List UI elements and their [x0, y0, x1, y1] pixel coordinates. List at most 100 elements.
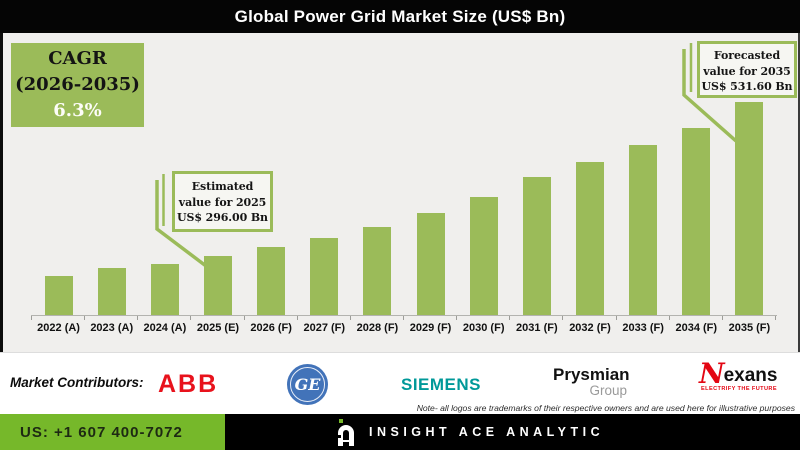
- bar-cell: [617, 97, 670, 315]
- prysmian-group-text: Group: [589, 383, 627, 398]
- forecasted-value-callout: Forecasted value for 2035 US$ 531.60 Bn: [697, 41, 797, 98]
- x-axis-label: 2027 (F): [303, 322, 346, 334]
- x-axis-tick: [190, 316, 192, 320]
- x-axis-tick: [403, 316, 404, 320]
- x-axis-tick: [456, 316, 458, 320]
- bar-2027: [310, 237, 339, 315]
- bar-cell: [85, 97, 138, 315]
- bar-cell: [723, 97, 776, 315]
- bar-2032: [575, 162, 604, 315]
- x-axis-label: 2029 (F): [409, 322, 452, 334]
- logo-a-glyph: [338, 424, 354, 446]
- bar-2034: [682, 128, 711, 315]
- x-axis-ticks: [31, 316, 777, 321]
- bar-2029: [416, 212, 445, 315]
- x-axis-label: 2030 (F): [462, 322, 505, 334]
- trademark-note: Note- all logos are trademarks of their …: [416, 403, 795, 413]
- cagr-value: 6.3%: [53, 100, 102, 121]
- bar-2031: [522, 177, 551, 315]
- x-axis-label: 2023 (A): [90, 322, 134, 334]
- prysmian-wordmark: Prysmian: [553, 365, 630, 384]
- nexans-swoosh-n: N: [699, 357, 725, 390]
- bar-2035: [735, 102, 764, 315]
- logo-notch: [338, 434, 341, 438]
- x-axis-tick: [721, 316, 723, 320]
- phone-block: US: +1 607 400-7072: [0, 414, 225, 450]
- x-axis-tick: [296, 316, 298, 320]
- bar-cell: [32, 97, 85, 315]
- x-axis-label: 2034 (F): [675, 322, 718, 334]
- bar-cell: [351, 97, 404, 315]
- estimated-callout-value: US$ 296.00 Bn: [177, 211, 268, 224]
- x-axis-label: 2024 (A): [143, 322, 187, 334]
- x-axis-label: 2031 (F): [516, 322, 558, 334]
- x-axis-label: 2032 (F): [569, 322, 611, 334]
- forecasted-callout-line2: value for 2035: [703, 64, 791, 78]
- bar-cell: [138, 97, 191, 315]
- ge-logo: GE: [287, 364, 328, 405]
- bar-cell: [404, 97, 457, 315]
- estimated-value-callout: Estimated value for 2025 US$ 296.00 Bn: [172, 171, 273, 232]
- chart-title: Global Power Grid Market Size (US$ Bn): [234, 6, 566, 26]
- x-axis-tick: [243, 316, 245, 320]
- x-axis-tick: [775, 316, 776, 320]
- bar-2023: [97, 268, 126, 315]
- forecasted-callout-line1: Forecasted: [713, 49, 781, 62]
- bar-2025: [203, 255, 232, 315]
- x-axis-line: [31, 315, 777, 316]
- insight-ace-logo-icon: [338, 418, 356, 446]
- cagr-period: (2026-2035): [15, 74, 140, 95]
- x-axis-label: 2025 (E): [196, 322, 240, 334]
- nexans-wordmark: exans: [723, 365, 778, 386]
- brand-name: INSIGHT ACE ANALYTIC: [369, 425, 605, 439]
- estimated-callout-line1: Estimated: [191, 180, 254, 193]
- bar-2028: [363, 226, 392, 315]
- logo-green-dot: [339, 418, 343, 423]
- x-axis-label: 2022 (A): [37, 322, 80, 334]
- forecasted-callout-value: US$ 531.60 Bn: [701, 80, 793, 93]
- bar-2033: [629, 144, 658, 315]
- market-contributors-strip: Market Contributors: ABB GE SIEMENS Prys…: [0, 352, 800, 415]
- bottom-bar: US: +1 607 400-7072 INSIGHT ACE ANALYTIC: [0, 414, 800, 450]
- x-axis-label: 2026 (F): [250, 322, 292, 334]
- x-axis-label: 2028 (F): [356, 322, 399, 334]
- market-contributors-label: Market Contributors:: [10, 375, 144, 390]
- bar-cell: [298, 97, 351, 315]
- x-axis-tick: [31, 316, 32, 320]
- phone-number: US: +1 607 400-7072: [20, 423, 183, 441]
- x-axis-tick: [615, 316, 617, 320]
- bar-cell: [245, 97, 298, 315]
- bar-cell: [457, 97, 510, 315]
- siemens-logo: SIEMENS: [401, 375, 482, 394]
- x-axis-labels: 2022 (A) 2023 (A) 2024 (A) 2025 (E) 2026 (F)…: [32, 322, 776, 334]
- ge-monogram: GE: [294, 375, 321, 394]
- estimated-callout-line2: value for 2025: [178, 195, 267, 209]
- bar-2024: [150, 263, 179, 315]
- nexans-logo: N exans ELECTRIFY THE FUTURE: [699, 357, 778, 393]
- title-bar: Global Power Grid Market Size (US$ Bn): [0, 0, 800, 33]
- abb-logo: ABB: [158, 370, 219, 398]
- brand-block: INSIGHT ACE ANALYTIC: [225, 414, 800, 450]
- bar-2022: [44, 275, 73, 315]
- x-axis-tick: [562, 316, 564, 320]
- x-axis-tick: [668, 316, 670, 320]
- prysmian-logo: Prysmian Group: [553, 365, 630, 398]
- cagr-label: CAGR: [48, 48, 107, 69]
- x-axis-label: 2035 (F): [728, 322, 771, 334]
- bar-series: [32, 97, 776, 315]
- x-axis-tick: [84, 316, 86, 320]
- bar-cell: [510, 97, 563, 315]
- bar-cell: [670, 97, 723, 315]
- cagr-badge: CAGR (2026-2035) 6.3%: [11, 43, 144, 127]
- x-axis-tick: [137, 316, 139, 320]
- x-axis-tick: [349, 316, 351, 320]
- x-axis-tick: [509, 316, 511, 320]
- x-axis-label: 2033 (F): [622, 322, 664, 334]
- chart-area: CAGR (2026-2035) 6.3% Estimated value fo…: [0, 33, 800, 352]
- bar-cell: [191, 97, 244, 315]
- bar-2030: [469, 196, 498, 315]
- bar-cell: [563, 97, 616, 315]
- bar-2026: [257, 247, 286, 315]
- nexans-tagline: ELECTRIFY THE FUTURE: [701, 386, 777, 392]
